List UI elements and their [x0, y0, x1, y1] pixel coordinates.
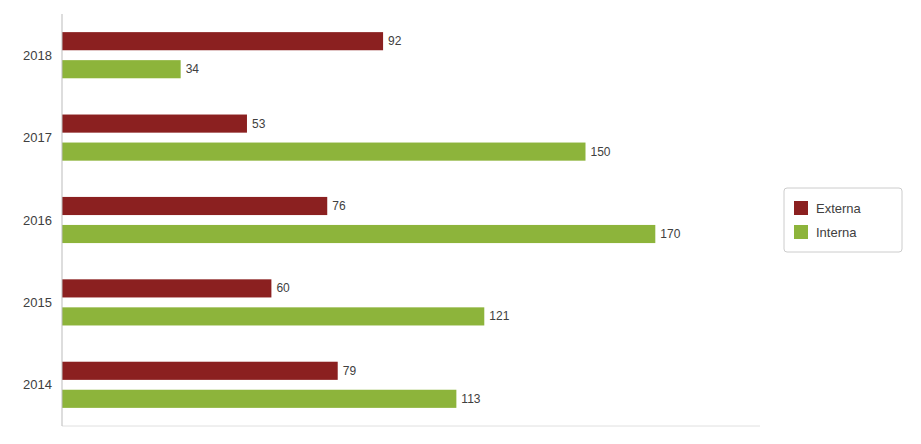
x-axis-line	[62, 426, 760, 427]
bar	[62, 279, 271, 297]
bar	[62, 307, 484, 325]
bars	[62, 32, 655, 408]
y-tick-label: 2015	[23, 295, 52, 310]
data-label: 150	[591, 145, 611, 159]
data-label: 76	[332, 199, 346, 213]
data-label: 170	[660, 227, 680, 241]
y-tick-label: 2018	[23, 48, 52, 63]
y-tick-label: 2017	[23, 130, 52, 145]
bar	[62, 225, 655, 243]
y-tick-label: 2016	[23, 213, 52, 228]
data-label: 34	[186, 62, 200, 76]
legend-swatch	[794, 201, 808, 215]
data-label: 53	[252, 117, 266, 131]
data-label: 79	[343, 364, 357, 378]
bar	[62, 115, 247, 133]
data-label: 113	[461, 392, 480, 406]
data-label: 92	[388, 34, 402, 48]
legend: Externa Interna	[784, 188, 902, 252]
bar	[62, 390, 456, 408]
bar	[62, 32, 383, 50]
bar	[62, 197, 327, 215]
bar	[62, 60, 181, 78]
data-label: 121	[489, 309, 509, 323]
legend-label: Interna	[816, 225, 857, 240]
legend-frame	[784, 188, 902, 252]
legend-swatch	[794, 225, 808, 239]
legend-label: Externa	[816, 201, 862, 216]
data-label: 60	[276, 281, 290, 295]
bar	[62, 143, 586, 161]
chart: 79 113 60 121 76 170 53 150 92 34 2014 2015 2016 2017…	[0, 0, 921, 444]
bar	[62, 362, 338, 380]
y-axis-line	[62, 14, 63, 426]
y-tick-label: 2014	[23, 377, 52, 392]
data-labels: 79 113 60 121 76 170 53 150 92 34	[186, 34, 681, 406]
